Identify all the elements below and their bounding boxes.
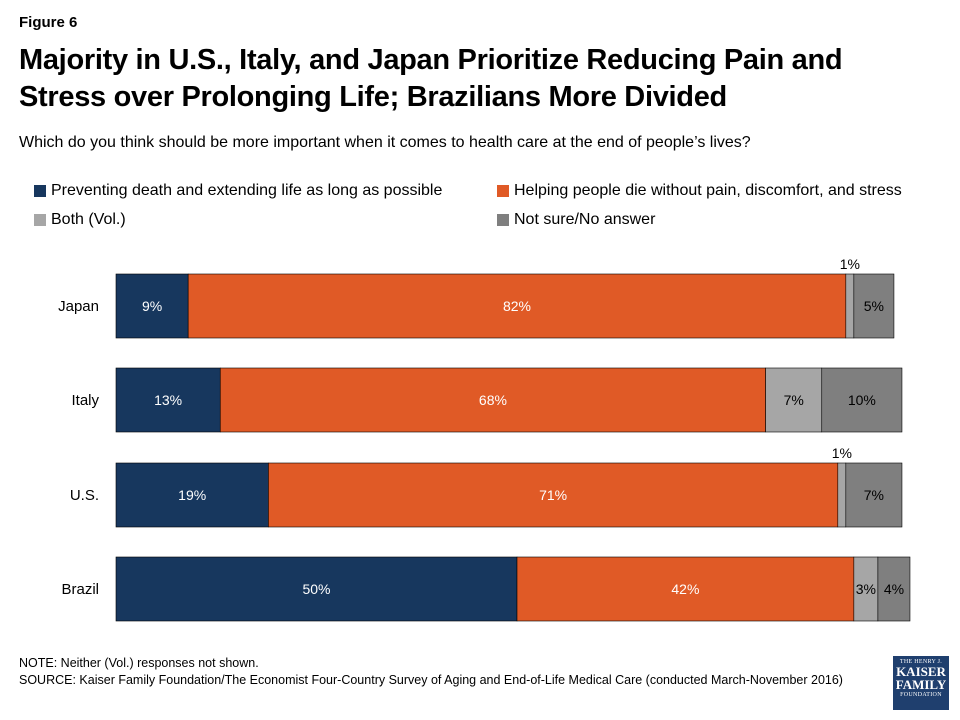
data-label-japan-both-vol: 1% [840,256,860,272]
bar-italy-both-vol [765,367,823,433]
logo-line1: THE HENRY J. [899,659,943,665]
data-label-u-s-preventing-death-and-extending-life-as-long-as-possible: 19% [178,487,206,503]
legend-label-preventing-death: Preventing death and extending life as l… [51,182,443,199]
data-label-brazil-preventing-death-and-extending-life-as-long-as-possible: 50% [302,581,330,597]
logo-line3: FAMILY [895,677,947,692]
data-label-brazil-helping-people-die-without-pain-discomfort-and-stress: 42% [671,581,699,597]
category-label-japan: Japan [58,298,99,315]
bar-brazil-not-sure-no-answer [877,556,911,622]
legend-label-helping-die: Helping people die without pain, discomf… [514,182,902,199]
bar-japan-not-sure-no-answer [853,273,895,339]
kff-logo: THE HENRY J. KAISER FAMILY FOUNDATION [893,656,949,710]
legend-item-preventing-death: Preventing death and extending life as l… [34,182,442,200]
data-label-brazil-both-vol: 3% [856,581,876,597]
legend-label-both: Both (Vol.) [51,211,126,228]
bar-japan-preventing-death-and-extending-life-as-long-as-possible [115,273,189,339]
bar-italy-not-sure-no-answer [821,367,903,433]
source-text: SOURCE: Kaiser Family Foundation/The Eco… [19,673,843,687]
legend-item-not-sure: Not sure/No answer [497,211,655,229]
logo-line4: FOUNDATION [900,692,942,698]
legend-item-helping-die: Helping people die without pain, discomf… [497,182,902,200]
chart-title: Majority in U.S., Italy, and Japan Prior… [19,44,843,113]
bar-u-s-both-vol [837,462,847,528]
bar-japan-both-vol [845,273,855,339]
chart-note: NOTE: Neither (Vol.) responses not shown… [19,655,869,689]
legend-swatch-both [34,214,46,226]
bar-u-s-not-sure-no-answer [845,462,903,528]
bar-brazil-helping-people-die-without-pain-discomfort-and-stress [516,556,855,622]
data-label-italy-helping-people-die-without-pain-discomfort-and-stress: 68% [479,392,507,408]
data-label-italy-not-sure-no-answer: 10% [848,392,876,408]
data-label-japan-helping-people-die-without-pain-discomfort-and-stress: 82% [503,298,531,314]
data-label-italy-preventing-death-and-extending-life-as-long-as-possible: 13% [154,392,182,408]
legend-label-not-sure: Not sure/No answer [514,211,656,228]
bar-u-s-helping-people-die-without-pain-discomfort-and-stress [268,462,839,528]
category-label-italy: Italy [71,392,99,409]
legend-swatch-helping-die [497,185,509,197]
bar-brazil-preventing-death-and-extending-life-as-long-as-possible [115,556,518,622]
bar-u-s-preventing-death-and-extending-life-as-long-as-possible [115,462,269,528]
data-label-brazil-not-sure-no-answer: 4% [884,581,904,597]
data-label-u-s-not-sure-no-answer: 7% [864,487,884,503]
logo-line2: KAISER [896,664,946,679]
bar-italy-helping-people-die-without-pain-discomfort-and-stress [219,367,766,433]
figure-label: Figure 6 [19,14,78,31]
bar-brazil-both-vol [853,556,879,622]
legend-swatch-not-sure [497,214,509,226]
data-label-u-s-both-vol: 1% [832,445,852,461]
category-label-brazil: Brazil [61,581,99,598]
legend-item-both: Both (Vol.) [34,211,126,229]
legend-swatch-preventing-death [34,185,46,197]
note-text: NOTE: Neither (Vol.) responses not shown… [19,656,259,670]
bar-italy-preventing-death-and-extending-life-as-long-as-possible [115,367,221,433]
chart-subtitle: Which do you think should be more import… [19,134,751,151]
data-label-japan-preventing-death-and-extending-life-as-long-as-possible: 9% [142,298,162,314]
data-label-u-s-helping-people-die-without-pain-discomfort-and-stress: 71% [539,487,567,503]
data-label-japan-not-sure-no-answer: 5% [864,298,884,314]
category-label-u-s: U.S. [70,487,99,504]
data-label-italy-both-vol: 7% [784,392,804,408]
